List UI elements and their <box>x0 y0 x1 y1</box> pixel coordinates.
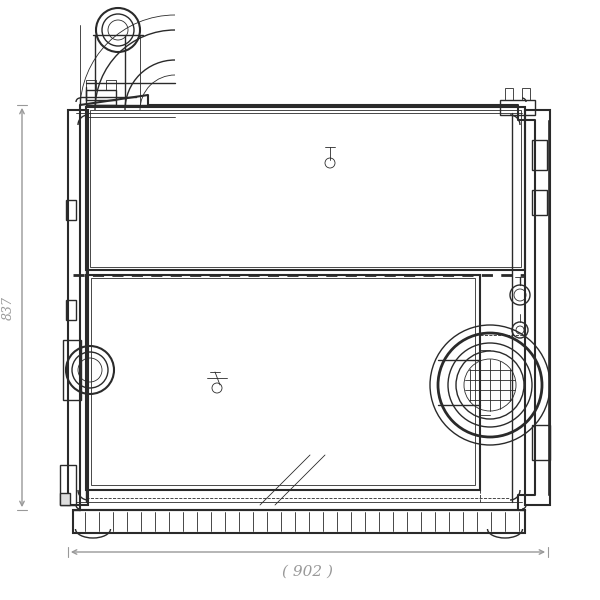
Text: 837: 837 <box>2 295 15 319</box>
Bar <box>66 200 76 220</box>
Bar <box>73 510 525 533</box>
Bar <box>68 110 88 505</box>
Bar <box>500 100 535 115</box>
Bar <box>86 80 96 90</box>
Bar <box>86 90 116 105</box>
Bar <box>522 88 530 100</box>
Bar <box>106 80 116 90</box>
Bar <box>63 340 81 400</box>
Bar <box>86 107 525 270</box>
Bar <box>60 493 70 505</box>
Bar <box>525 110 550 505</box>
Bar <box>90 110 521 267</box>
Bar <box>91 278 475 485</box>
Text: ( 902 ): ( 902 ) <box>283 565 334 579</box>
Bar <box>60 465 76 505</box>
Bar <box>66 300 76 320</box>
Bar <box>532 140 547 170</box>
Bar <box>532 190 547 215</box>
Bar <box>505 88 513 100</box>
Bar <box>532 425 550 460</box>
Bar <box>86 275 480 490</box>
